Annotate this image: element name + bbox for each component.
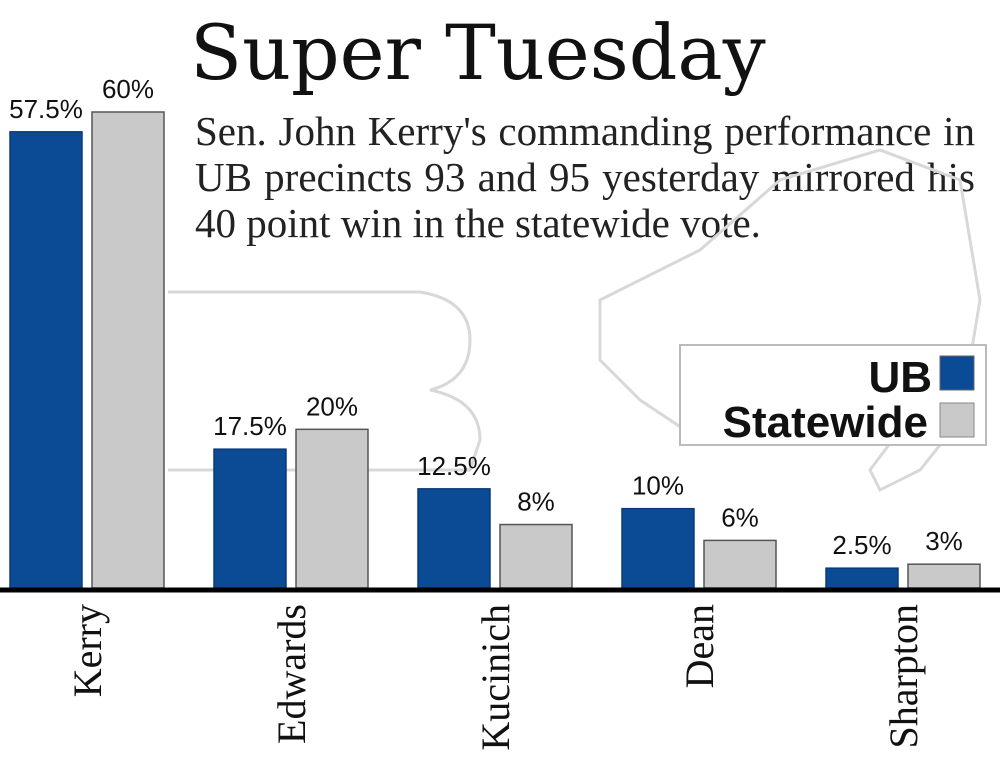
bar-ub-kucinich <box>417 488 491 589</box>
bar-ub-dean <box>621 507 695 589</box>
legend-box <box>679 344 987 446</box>
bar-ub-edwards <box>213 448 287 589</box>
legend-swatch-ub <box>939 355 975 391</box>
category-label-kucinich: Kucinich <box>473 604 518 751</box>
bar-statewide-kucinich <box>499 523 573 589</box>
value-label-statewide-kerry: 60% <box>102 74 154 104</box>
watermark-graphic <box>168 148 982 493</box>
bar-statewide-sharpton <box>907 563 981 589</box>
legend: UB Statewide <box>679 344 987 447</box>
legend-label-ub: UB <box>868 353 932 402</box>
legend-label-statewide: Statewide <box>723 398 928 447</box>
chart-title: Super Tuesday <box>190 8 766 97</box>
category-label-dean: Dean <box>677 604 722 688</box>
bar-statewide-kerry <box>91 111 165 589</box>
value-label-ub-sharpton: 2.5% <box>832 530 891 560</box>
value-label-statewide-sharpton: 3% <box>925 526 963 556</box>
value-label-statewide-edwards: 20% <box>306 391 358 421</box>
value-label-ub-edwards: 17.5% <box>213 411 287 441</box>
bar-statewide-edwards <box>295 428 369 589</box>
value-label-ub-kucinich: 12.5% <box>417 451 491 481</box>
bar-statewide-dean <box>703 539 777 589</box>
bars-layer <box>9 111 981 589</box>
category-label-sharpton: Sharpton <box>881 604 926 748</box>
value-label-ub-kerry: 57.5% <box>9 94 83 124</box>
bar-ub-sharpton <box>825 567 899 589</box>
legend-swatch-statewide <box>939 402 975 438</box>
value-label-statewide-kucinich: 8% <box>517 487 555 517</box>
chart-subtitle: Sen. John Kerry's commanding performance… <box>195 108 975 246</box>
value-labels-layer: 57.5% 60% 17.5% 20% 12.5% 8% 10% 6% 2.5% 3% <box>9 74 963 560</box>
category-label-kerry: Kerry <box>65 604 110 697</box>
bar-ub-kerry <box>9 131 83 589</box>
category-label-edwards: Edwards <box>269 604 314 744</box>
category-labels-layer: Kerry Edwards Kucinich Dean Sharpton <box>65 604 926 751</box>
value-label-ub-dean: 10% <box>632 471 684 501</box>
value-label-statewide-dean: 6% <box>721 502 759 532</box>
